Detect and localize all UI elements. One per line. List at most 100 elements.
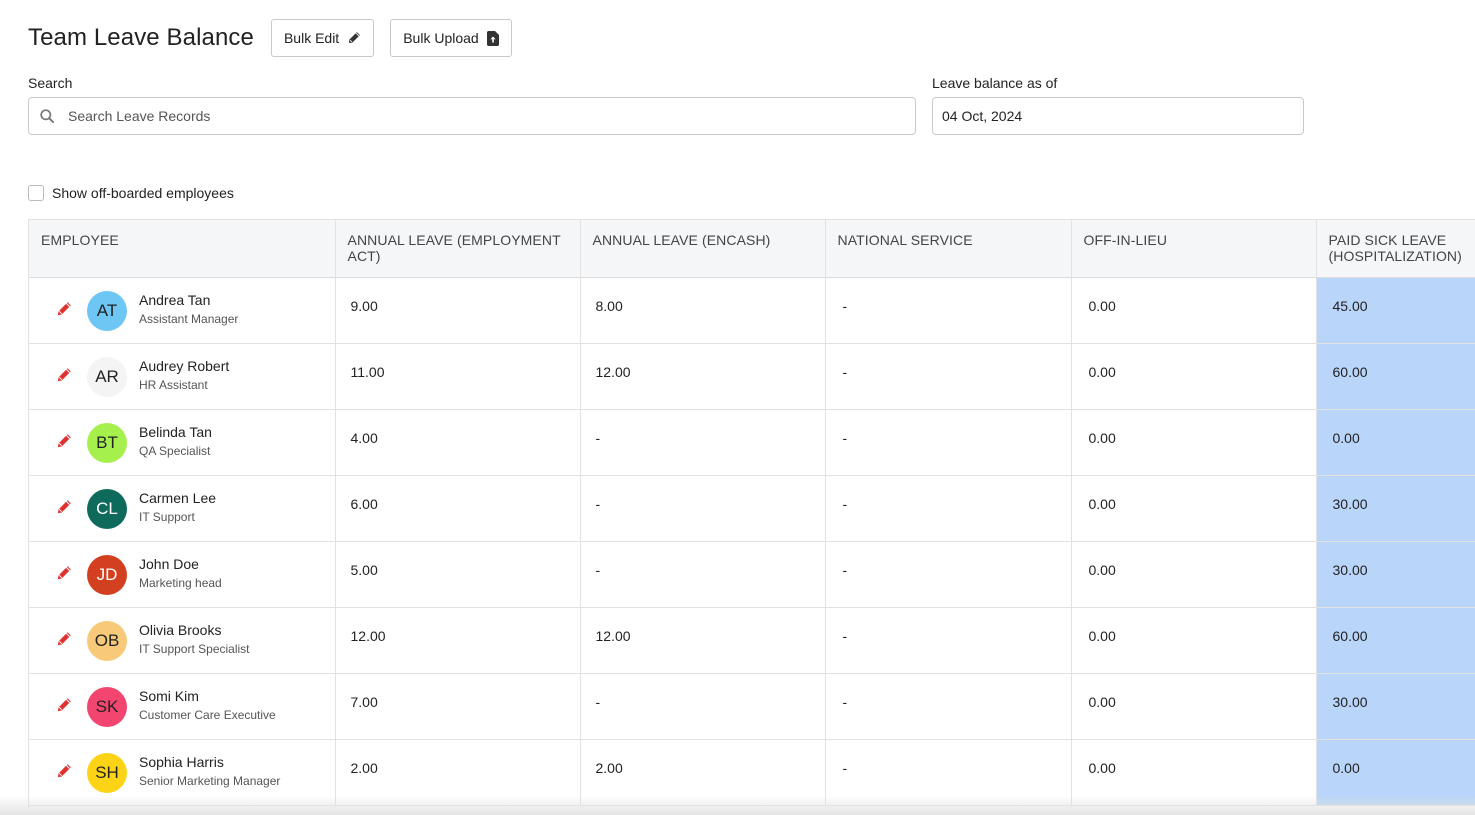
edit-pencil-icon[interactable]: [55, 762, 73, 780]
employee-name[interactable]: Olivia Brooks: [139, 621, 222, 638]
table-row[interactable]: CL Carmen Lee IT Support 6.00- -0.00 30.00: [29, 475, 1475, 542]
leave-balance-table: EMPLOYEE ANNUAL LEAVE (EMPLOYMENT ACT) A…: [28, 219, 1475, 809]
edit-pencil-icon[interactable]: [55, 696, 73, 714]
avatar: AR: [87, 356, 127, 397]
annual-leave-encash-cell: -: [580, 475, 826, 542]
search-input[interactable]: [68, 108, 848, 124]
table-row[interactable]: AR Audrey Robert HR Assistant 11.00 12.00-0.…: [29, 343, 1475, 410]
employee-role: QA Specialist: [139, 443, 211, 458]
page-title: Team Leave Balance: [28, 24, 254, 51]
paid-sick-leave-hosp-cell: 30.00: [1316, 541, 1475, 608]
off-in-lieu-cell: 0.00: [1071, 475, 1317, 542]
annual-leave-ea-cell: 7.00: [335, 673, 581, 740]
show-offboarded-label: Show off-boarded employees: [52, 185, 234, 201]
edit-pencil-icon[interactable]: [55, 630, 73, 648]
annual-leave-encash-cell: 8.00: [580, 277, 826, 344]
employee-cell: OB Olivia Brooks IT Support Specialist: [29, 607, 336, 674]
column-header-annual-leave-ea[interactable]: ANNUAL LEAVE (EMPLOYMENT ACT): [335, 220, 581, 278]
column-header-employee[interactable]: EMPLOYEE: [29, 220, 336, 278]
off-in-lieu-cell: 0.00: [1071, 409, 1317, 476]
employee-cell: AR Audrey Robert HR Assistant: [29, 343, 336, 410]
national-service-cell: -: [825, 541, 1072, 608]
bulk-edit-label: Bulk Edit: [283, 30, 340, 46]
employee-name[interactable]: John Doe: [139, 555, 199, 572]
pencil-icon: [347, 31, 361, 45]
bulk-upload-button[interactable]: Bulk Upload: [390, 19, 512, 57]
column-header-off-in-lieu[interactable]: OFF-IN-LIEU: [1071, 220, 1317, 278]
annual-leave-ea-cell: 6.00: [335, 475, 581, 542]
table-row[interactable]: BT Belinda Tan QA Specialist 4.00- -0.00 0.00: [29, 409, 1475, 476]
table-header-row: EMPLOYEE ANNUAL LEAVE (EMPLOYMENT ACT) A…: [29, 220, 1475, 278]
employee-role: Assistant Manager: [139, 311, 239, 326]
column-header-annual-leave-encash[interactable]: ANNUAL LEAVE (ENCASH): [580, 220, 826, 278]
bulk-edit-button[interactable]: Bulk Edit: [270, 19, 375, 57]
national-service-cell: -: [825, 277, 1072, 344]
balance-date-input[interactable]: 04 Oct, 2024: [932, 97, 1304, 135]
show-offboarded-checkbox[interactable]: [28, 185, 44, 201]
annual-leave-encash-cell: 2.00: [580, 739, 826, 806]
off-in-lieu-cell: 0.00: [1071, 541, 1317, 608]
annual-leave-encash-cell: -: [580, 541, 826, 608]
search-label: Search: [28, 75, 73, 91]
employee-cell: SH Sophia Harris Senior Marketing Manager: [29, 739, 336, 806]
annual-leave-ea-cell: 9.00: [335, 277, 581, 344]
bulk-upload-label: Bulk Upload: [403, 30, 479, 46]
search-field[interactable]: [28, 97, 916, 135]
annual-leave-encash-cell: -: [580, 409, 826, 476]
off-in-lieu-cell: 0.00: [1071, 343, 1317, 410]
employee-cell: AT Andrea Tan Assistant Manager: [29, 277, 336, 344]
table-row[interactable]: SK Somi Kim Customer Care Executive 7.00- -0…: [29, 673, 1475, 740]
national-service-cell: -: [825, 343, 1072, 410]
employee-role: Senior Marketing Manager: [139, 773, 281, 788]
column-header-paid-sick-leave-hosp[interactable]: PAID SICK LEAVE (HOSPITALIZATION): [1316, 220, 1475, 278]
avatar: CL: [87, 488, 127, 529]
paid-sick-leave-hosp-cell: 0.00: [1316, 739, 1475, 806]
employee-name[interactable]: Audrey Robert: [139, 357, 230, 374]
balance-date-label: Leave balance as of: [932, 75, 1058, 91]
edit-pencil-icon[interactable]: [55, 498, 73, 516]
table-row[interactable]: JD John Doe Marketing head 5.00- -0.00 30.00: [29, 541, 1475, 608]
annual-leave-ea-cell: 2.00: [335, 739, 581, 806]
paid-sick-leave-hosp-cell: 60.00: [1316, 607, 1475, 674]
annual-leave-encash-cell: -: [580, 673, 826, 740]
employee-name[interactable]: Somi Kim: [139, 687, 199, 704]
edit-pencil-icon[interactable]: [55, 366, 73, 384]
edit-pencil-icon[interactable]: [55, 432, 73, 450]
table-row[interactable]: AT Andrea Tan Assistant Manager 9.00 8.00-0.…: [29, 277, 1475, 344]
national-service-cell: -: [825, 739, 1072, 806]
show-offboarded-toggle[interactable]: Show off-boarded employees: [28, 185, 234, 201]
employee-role: Customer Care Executive: [139, 707, 276, 722]
edit-pencil-icon[interactable]: [55, 564, 73, 582]
avatar: OB: [87, 620, 127, 661]
paid-sick-leave-hosp-cell: 0.00: [1316, 409, 1475, 476]
annual-leave-encash-cell: 12.00: [580, 343, 826, 410]
off-in-lieu-cell: 0.00: [1071, 739, 1317, 806]
off-in-lieu-cell: 0.00: [1071, 673, 1317, 740]
employee-cell: CL Carmen Lee IT Support: [29, 475, 336, 542]
table-row[interactable]: SH Sophia Harris Senior Marketing Manager 2…: [29, 739, 1475, 806]
employee-cell: BT Belinda Tan QA Specialist: [29, 409, 336, 476]
table-body: AT Andrea Tan Assistant Manager 9.00 8.00-0.…: [29, 277, 1475, 806]
off-in-lieu-cell: 0.00: [1071, 277, 1317, 344]
employee-name[interactable]: Carmen Lee: [139, 489, 217, 506]
page-header: Team Leave Balance Bulk Edit Bulk Upload: [28, 19, 528, 57]
employee-role: IT Support Specialist: [139, 641, 250, 656]
paid-sick-leave-hosp-cell: 30.00: [1316, 475, 1475, 542]
table-row[interactable]: OB Olivia Brooks IT Support Specialist 12.0…: [29, 607, 1475, 674]
employee-name[interactable]: Sophia Harris: [139, 753, 224, 770]
file-upload-icon: [486, 30, 499, 46]
national-service-cell: -: [825, 673, 1072, 740]
employee-role: HR Assistant: [139, 377, 208, 392]
employee-name[interactable]: Andrea Tan: [139, 291, 211, 308]
national-service-cell: -: [825, 409, 1072, 476]
avatar: SH: [87, 752, 127, 793]
national-service-cell: -: [825, 475, 1072, 542]
employee-cell: JD John Doe Marketing head: [29, 541, 336, 608]
annual-leave-ea-cell: 5.00: [335, 541, 581, 608]
employee-name[interactable]: Belinda Tan: [139, 423, 212, 440]
avatar: BT: [87, 422, 127, 463]
avatar: SK: [87, 686, 127, 727]
avatar: AT: [87, 290, 127, 331]
edit-pencil-icon[interactable]: [55, 300, 73, 318]
column-header-national-service[interactable]: NATIONAL SERVICE: [825, 220, 1072, 278]
